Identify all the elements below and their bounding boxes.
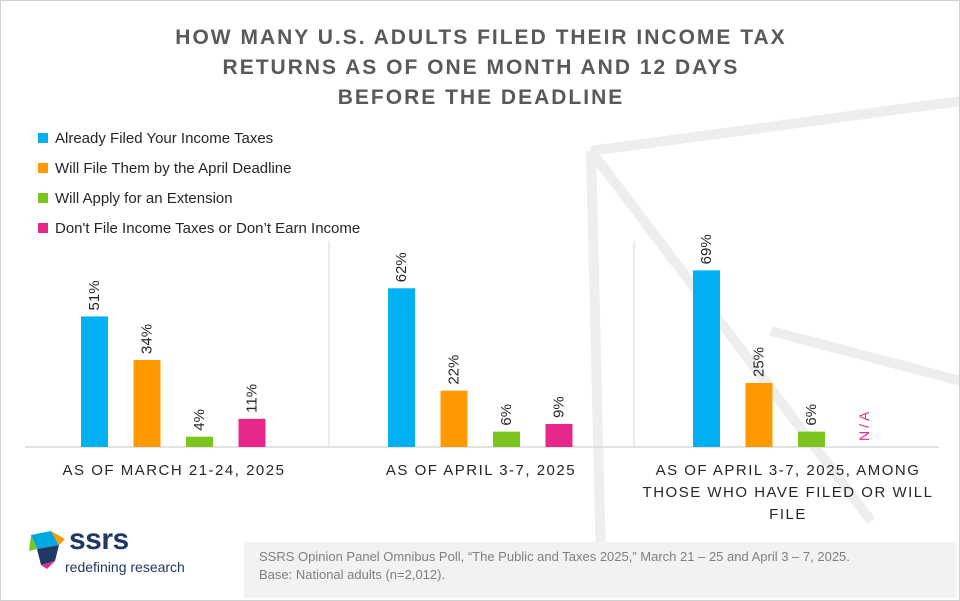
legend-label-will-file: Will File Them by the April Deadline: [55, 159, 292, 177]
chart-title: HOW MANY U.S. ADULTS FILED THEIR INCOME …: [81, 23, 881, 113]
legend-swatch-dont-file: [38, 223, 48, 233]
bar-group-1-series-3: [186, 436, 213, 447]
source-note-line-2: Base: National adults (n=2,012).: [259, 567, 446, 582]
legend-item-already-filed: Already Filed Your Income Taxes: [38, 123, 360, 153]
source-note: SSRS Opinion Panel Omnibus Poll, “The Pu…: [244, 542, 956, 598]
data-label-group-1-series-1: 51%: [86, 280, 103, 310]
data-label-group-1-series-3: 4%: [191, 409, 208, 431]
chart-title-line-2: RETURNS AS OF ONE MONTH AND 12 DAYS: [222, 56, 740, 79]
data-label-group-1-series-4: 11%: [244, 384, 261, 413]
category-label-2-line-1: AS OF APRIL 3-7, 2025: [386, 462, 576, 479]
chart-legend: Already Filed Your Income Taxes Will Fil…: [38, 123, 360, 243]
legend-swatch-will-file: [38, 163, 48, 173]
legend-label-extension: Will Apply for an Extension: [55, 189, 233, 207]
bar-group-2-series-1: [388, 288, 415, 447]
bar-group-1-series-1: [81, 316, 108, 447]
chart-title-line-1: HOW MANY U.S. ADULTS FILED THEIR INCOME …: [175, 26, 787, 49]
logo-name: ssrs: [69, 523, 129, 556]
chart-title-line-3: BEFORE THE DEADLINE: [337, 86, 625, 109]
logo-tagline: redefining research: [65, 559, 185, 575]
legend-item-extension: Will Apply for an Extension: [38, 183, 360, 213]
category-label-1-line-1: AS OF MARCH 21-24, 2025: [63, 462, 286, 479]
category-label-3-line-1: AS OF APRIL 3-7, 2025, AMONG: [656, 462, 921, 479]
legend-label-already-filed: Already Filed Your Income Taxes: [55, 129, 274, 147]
bar-group-3-series-3: [798, 431, 825, 447]
data-label-group-1-series-2: 34%: [139, 324, 156, 354]
source-note-line-1: SSRS Opinion Panel Omnibus Poll, “The Pu…: [259, 549, 850, 564]
ssrs-flag-logo-icon: [29, 531, 65, 569]
bar-group-1-series-4: [238, 418, 266, 447]
ssrs-logo: ssrs redefining research: [29, 523, 229, 579]
category-label-3-line-2: THOSE WHO HAVE FILED OR WILL: [643, 484, 934, 501]
data-label-group-2-series-2: 22%: [446, 355, 463, 385]
bar-group-3-series-2: [745, 383, 773, 447]
legend-swatch-extension: [38, 193, 48, 203]
bar-group-2-series-3: [493, 431, 520, 447]
legend-item-will-file: Will File Them by the April Deadline: [38, 153, 360, 183]
bar-chart: 51% 34% 4% 11% AS OF MARCH 21-24, 2025 62% 22%…: [25, 234, 939, 523]
bar-group-3-series-1: [693, 270, 720, 447]
data-label-group-3-series-3: 6%: [803, 404, 820, 426]
data-label-group-2-series-3: 6%: [498, 404, 515, 426]
bar-group-2-series-4: [545, 423, 573, 447]
category-label-3-line-3: FILE: [769, 506, 807, 523]
bar-group-1-series-2: [133, 359, 161, 447]
legend-item-dont-file: Don't File Income Taxes or Don’t Earn In…: [38, 213, 360, 243]
legend-swatch-already-filed: [38, 133, 48, 143]
data-label-group-3-series-4-na: N/A: [856, 409, 872, 441]
bar-group-2-series-2: [440, 390, 468, 447]
legend-label-dont-file: Don't File Income Taxes or Don’t Earn In…: [55, 219, 361, 237]
data-label-group-3-series-1: 69%: [698, 234, 715, 264]
data-label-group-2-series-4: 9%: [551, 396, 568, 418]
data-label-group-2-series-1: 62%: [393, 252, 410, 282]
data-label-group-3-series-2: 25%: [751, 347, 768, 377]
